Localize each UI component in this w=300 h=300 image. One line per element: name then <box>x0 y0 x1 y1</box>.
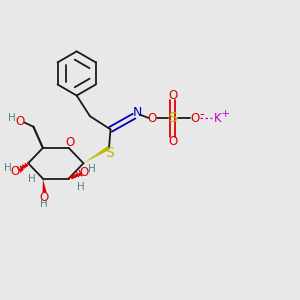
Text: H: H <box>88 164 96 174</box>
Text: H: H <box>4 163 11 173</box>
Text: O: O <box>168 89 178 102</box>
Text: O: O <box>190 112 200 125</box>
Text: H: H <box>28 174 36 184</box>
Text: O: O <box>168 135 178 148</box>
Text: -: - <box>200 108 205 121</box>
Text: O: O <box>16 115 25 128</box>
Text: O: O <box>40 191 49 204</box>
Text: N: N <box>133 106 142 118</box>
Polygon shape <box>43 178 47 193</box>
Text: O: O <box>80 166 89 178</box>
Text: H: H <box>77 182 85 192</box>
Text: O: O <box>66 136 75 149</box>
Text: H: H <box>8 113 16 123</box>
Text: S: S <box>169 112 177 125</box>
Polygon shape <box>83 146 110 163</box>
Text: S: S <box>105 146 113 160</box>
Text: O: O <box>10 165 20 178</box>
Text: +: + <box>221 109 230 119</box>
Text: O: O <box>148 112 157 125</box>
Text: K: K <box>214 112 222 125</box>
Text: H: H <box>40 199 48 209</box>
